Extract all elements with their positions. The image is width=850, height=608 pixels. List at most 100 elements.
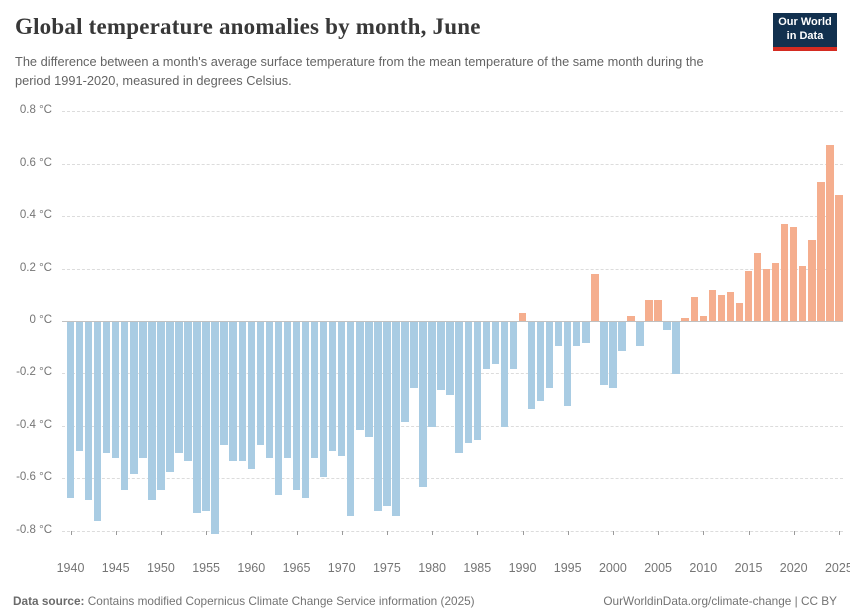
bar-2009[interactable]	[690, 297, 698, 321]
y-axis-label: 0.2 °C	[19, 261, 52, 274]
bar-1972[interactable]	[356, 322, 364, 430]
bar-1965[interactable]	[292, 322, 301, 490]
x-axis-label: 1990	[508, 561, 537, 575]
bar-1955[interactable]	[202, 322, 210, 511]
bar-1998[interactable]	[591, 273, 599, 321]
bar-1971[interactable]	[346, 322, 355, 517]
bar-2004[interactable]	[645, 300, 653, 321]
bar-1990[interactable]	[518, 313, 527, 321]
bar-1944[interactable]	[102, 322, 111, 454]
bar-1984[interactable]	[464, 322, 472, 443]
bar-1986[interactable]	[482, 322, 491, 370]
bar-1977[interactable]	[401, 322, 409, 422]
bar-1999[interactable]	[600, 322, 608, 385]
bar-1967[interactable]	[310, 322, 319, 459]
bar-1973[interactable]	[365, 322, 373, 438]
bar-2000[interactable]	[609, 322, 617, 388]
bar-1960[interactable]	[247, 322, 256, 469]
bar-2020[interactable]	[789, 226, 798, 321]
bar-2011[interactable]	[708, 289, 717, 321]
bar-1950[interactable]	[157, 322, 165, 490]
bar-1995[interactable]	[563, 322, 572, 406]
bar-1945[interactable]	[111, 322, 120, 459]
bar-1989[interactable]	[509, 322, 518, 370]
y-axis-label: -0.4 °C	[16, 418, 52, 431]
bar-1976[interactable]	[392, 322, 400, 517]
bar-1962[interactable]	[265, 322, 274, 459]
bar-2025[interactable]	[835, 195, 843, 321]
page-title: Global temperature anomalies by month, J…	[15, 14, 481, 39]
x-axis-tick	[793, 531, 795, 535]
bar-1991[interactable]	[527, 322, 536, 409]
bar-1985[interactable]	[473, 322, 482, 441]
bar-2002[interactable]	[627, 315, 635, 321]
bar-2014[interactable]	[735, 302, 744, 321]
owid-logo[interactable]: Our World in Data	[773, 13, 837, 47]
bar-1957[interactable]	[220, 322, 228, 446]
bar-2010[interactable]	[699, 315, 708, 321]
bar-1946[interactable]	[120, 322, 129, 490]
bar-1979[interactable]	[419, 322, 427, 488]
bar-1942[interactable]	[84, 322, 93, 501]
bar-1992[interactable]	[536, 322, 545, 401]
bar-1988[interactable]	[500, 322, 509, 427]
bar-1980[interactable]	[428, 322, 436, 427]
bar-1996[interactable]	[572, 322, 581, 346]
bar-2019[interactable]	[780, 223, 789, 321]
bar-1993[interactable]	[545, 322, 554, 388]
bar-2024[interactable]	[826, 145, 834, 321]
bar-1964[interactable]	[283, 322, 292, 459]
bar-1969[interactable]	[328, 322, 337, 451]
bar-2003[interactable]	[636, 322, 644, 346]
bar-1961[interactable]	[256, 322, 265, 446]
bar-2022[interactable]	[808, 239, 816, 321]
y-axis-label: 0.6 °C	[19, 156, 52, 169]
bar-1943[interactable]	[93, 322, 102, 522]
bar-2007[interactable]	[672, 322, 680, 375]
x-axis-tick	[522, 531, 524, 535]
bar-1983[interactable]	[455, 322, 463, 454]
bar-2012[interactable]	[717, 294, 726, 321]
bar-1970[interactable]	[337, 322, 346, 456]
bar-1954[interactable]	[193, 322, 201, 514]
bar-2015[interactable]	[744, 271, 753, 321]
bar-1987[interactable]	[491, 322, 500, 364]
bar-1953[interactable]	[184, 322, 192, 462]
bar-1968[interactable]	[319, 322, 328, 477]
bar-1959[interactable]	[238, 322, 246, 462]
bar-1994[interactable]	[554, 322, 563, 346]
bar-2021[interactable]	[798, 265, 807, 321]
bar-1975[interactable]	[383, 322, 391, 506]
bar-1966[interactable]	[301, 322, 310, 498]
bar-1981[interactable]	[437, 322, 445, 391]
bar-1974[interactable]	[374, 322, 382, 511]
bar-1940[interactable]	[66, 322, 75, 498]
bar-2017[interactable]	[762, 268, 771, 321]
bar-1978[interactable]	[410, 322, 418, 388]
bar-2013[interactable]	[726, 292, 735, 321]
bar-1963[interactable]	[274, 322, 283, 496]
x-axis-tick	[386, 531, 388, 535]
bar-1948[interactable]	[139, 322, 147, 459]
bar-2008[interactable]	[681, 318, 689, 321]
x-axis-label: 2005	[644, 561, 672, 575]
bar-1952[interactable]	[175, 322, 183, 454]
bar-1958[interactable]	[229, 322, 237, 462]
bar-2023[interactable]	[817, 181, 825, 321]
owid-url-license[interactable]: OurWorldinData.org/climate-change | CC B…	[603, 594, 837, 608]
bar-1947[interactable]	[130, 322, 138, 475]
chart-subtitle: The difference between a month's average…	[15, 54, 704, 88]
bar-1997[interactable]	[582, 322, 590, 343]
bar-1941[interactable]	[75, 322, 84, 451]
bar-2006[interactable]	[663, 322, 671, 330]
bar-1951[interactable]	[166, 322, 174, 472]
x-axis-label: 2015	[734, 561, 763, 575]
bar-2001[interactable]	[618, 322, 626, 351]
bar-2005[interactable]	[654, 300, 662, 321]
bar-1949[interactable]	[148, 322, 156, 501]
x-axis-tick	[251, 531, 253, 535]
bar-2016[interactable]	[753, 252, 762, 321]
bar-1982[interactable]	[446, 322, 454, 396]
bar-1956[interactable]	[211, 322, 219, 535]
bar-2018[interactable]	[771, 263, 780, 321]
